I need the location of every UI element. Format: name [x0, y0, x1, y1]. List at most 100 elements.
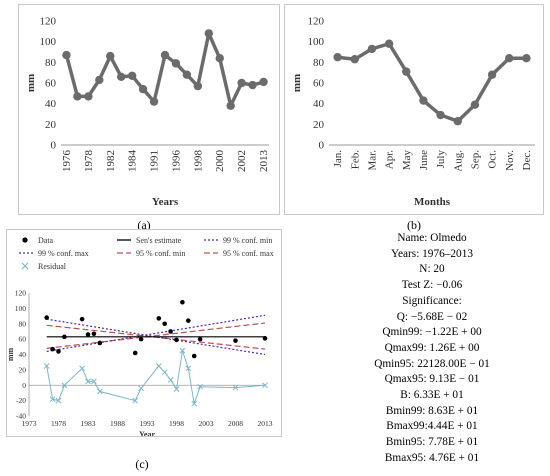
data-point: [237, 78, 246, 88]
stats-line: Name: Olmedo: [397, 232, 467, 244]
x-tick-label: Dec.: [521, 150, 533, 171]
legend-marker-data: [22, 237, 28, 243]
residual-marker: [49, 396, 56, 402]
data-point: [162, 321, 167, 327]
y-tick-label: 60: [313, 78, 325, 90]
series-line: [337, 41, 527, 123]
data-point: [106, 51, 115, 61]
y-tick-label: 100: [40, 36, 57, 48]
stats-line: Test Z: −0.06: [401, 279, 463, 292]
data-point: [522, 54, 531, 63]
residual-marker: [55, 397, 62, 404]
legend-marker-residual: [21, 262, 29, 270]
y-tick-label: 80: [19, 319, 27, 328]
data-point: [95, 75, 104, 85]
x-tick-label: July: [435, 150, 447, 169]
x-tick-label: Nov.: [504, 150, 516, 171]
data-point: [138, 85, 148, 94]
x-tick-label: Sep.: [469, 150, 481, 170]
data-point: [44, 315, 49, 320]
chart-a-svg: 0 20 40 60 80 100 120 1976 1978 1982 1984 1991 1996 1…: [18, 4, 280, 215]
data-point: [186, 318, 191, 323]
y-tick-label: 20: [19, 365, 27, 374]
data-point: [180, 299, 185, 305]
legend-label: 95 % conf. min: [136, 249, 185, 258]
x-tick-label: 1978: [51, 419, 66, 428]
y-tick-label: 40: [19, 350, 27, 359]
data-point: [193, 81, 203, 91]
chart-c-svg: Data Sen's estimate 99 % conf. min 99 % con…: [6, 229, 282, 439]
y-axis-label: mm: [291, 74, 303, 92]
stats-line: Bmin95: 7.78E + 01: [385, 436, 479, 449]
residual-marker: [138, 385, 144, 392]
x-tick-label: 2000: [214, 150, 226, 173]
x-tick-label: 1982: [105, 150, 117, 172]
x-tick-label: 2008: [228, 419, 243, 428]
data-point: [138, 336, 144, 342]
data-point: [132, 350, 138, 356]
residual-marker: [96, 388, 103, 395]
y-tick-label: 60: [45, 78, 57, 90]
chart-b-svg: 0 20 40 60 80 100 120 Jan. Feb. Mar. Apr. May June Ju…: [284, 4, 544, 215]
x-tick-label: 1988: [110, 419, 125, 428]
stats-line: Qmax95: 9.13E − 01: [384, 373, 480, 386]
data-point: [56, 349, 61, 354]
y-tick-label: 120: [15, 289, 27, 298]
x-tick-label: 1998: [169, 419, 184, 428]
data-point: [50, 346, 55, 352]
x-tick-label: 2013: [258, 419, 273, 428]
residual-marker: [91, 378, 97, 385]
data-point: [226, 101, 235, 110]
data-point: [233, 338, 238, 343]
x-tick-label: 1993: [140, 419, 155, 428]
data-point: [384, 39, 394, 48]
stats-line: B: 6.33E + 01: [400, 389, 464, 402]
x-tick-label: Apr.: [384, 150, 396, 170]
data-point: [156, 316, 162, 321]
legend-label: Sen's estimate: [136, 236, 182, 245]
residual-marker: [132, 397, 139, 404]
data-point: [436, 110, 445, 120]
x-tick-label: 1978: [83, 150, 95, 173]
x-tick-label: 2002: [236, 150, 248, 172]
data-point: [91, 331, 97, 337]
conf99-max-line: [46, 314, 266, 353]
x-tick-label: Mar.: [366, 150, 378, 171]
stats-line: Q: −5.68E − 02: [396, 310, 468, 323]
data-point: [262, 336, 268, 341]
panel-c-caption: (c): [135, 457, 149, 471]
data-point: [402, 67, 411, 76]
data-point: [197, 336, 203, 342]
data-point: [487, 70, 497, 79]
data-point: [505, 54, 514, 63]
residual-marker: [191, 400, 198, 407]
legend-label: 99 % conf. max: [38, 249, 89, 258]
stats-block: Name: Olmedo Years: 1976–2013 N: 20 Test Z:…: [372, 231, 492, 467]
chart-a-panel: 0 20 40 60 80 100 120 1976 1978 1982 1984 1991 1996 1…: [18, 4, 280, 215]
stats-line: Significance:: [402, 294, 462, 307]
residual-marker: [179, 347, 186, 354]
data-point: [84, 92, 93, 101]
panel-b-caption: (b): [407, 218, 421, 232]
data-point: [333, 52, 342, 62]
y-tick-label: 0: [22, 381, 26, 390]
y-tick-label: -20: [16, 396, 26, 405]
residual-marker: [232, 384, 239, 391]
data-point: [62, 334, 67, 340]
x-tick-label: 1991: [149, 150, 161, 172]
legend-label: Data: [38, 236, 54, 245]
x-tick-label: 2003: [199, 419, 214, 428]
x-axis-label: Year: [139, 430, 155, 437]
y-tick-label: 80: [313, 57, 325, 69]
residual-marker: [173, 386, 180, 392]
data-point: [85, 332, 91, 337]
residual-marker: [185, 365, 192, 372]
x-tick-label: 1998: [192, 150, 204, 173]
x-tick-label: Oct.: [487, 150, 499, 169]
data-point: [62, 50, 71, 60]
y-axis-label: mm: [6, 348, 15, 362]
data-point: [204, 29, 213, 38]
y-tick-label: -40: [16, 412, 26, 421]
x-tick-label: June: [418, 150, 430, 170]
data-point: [419, 96, 428, 105]
